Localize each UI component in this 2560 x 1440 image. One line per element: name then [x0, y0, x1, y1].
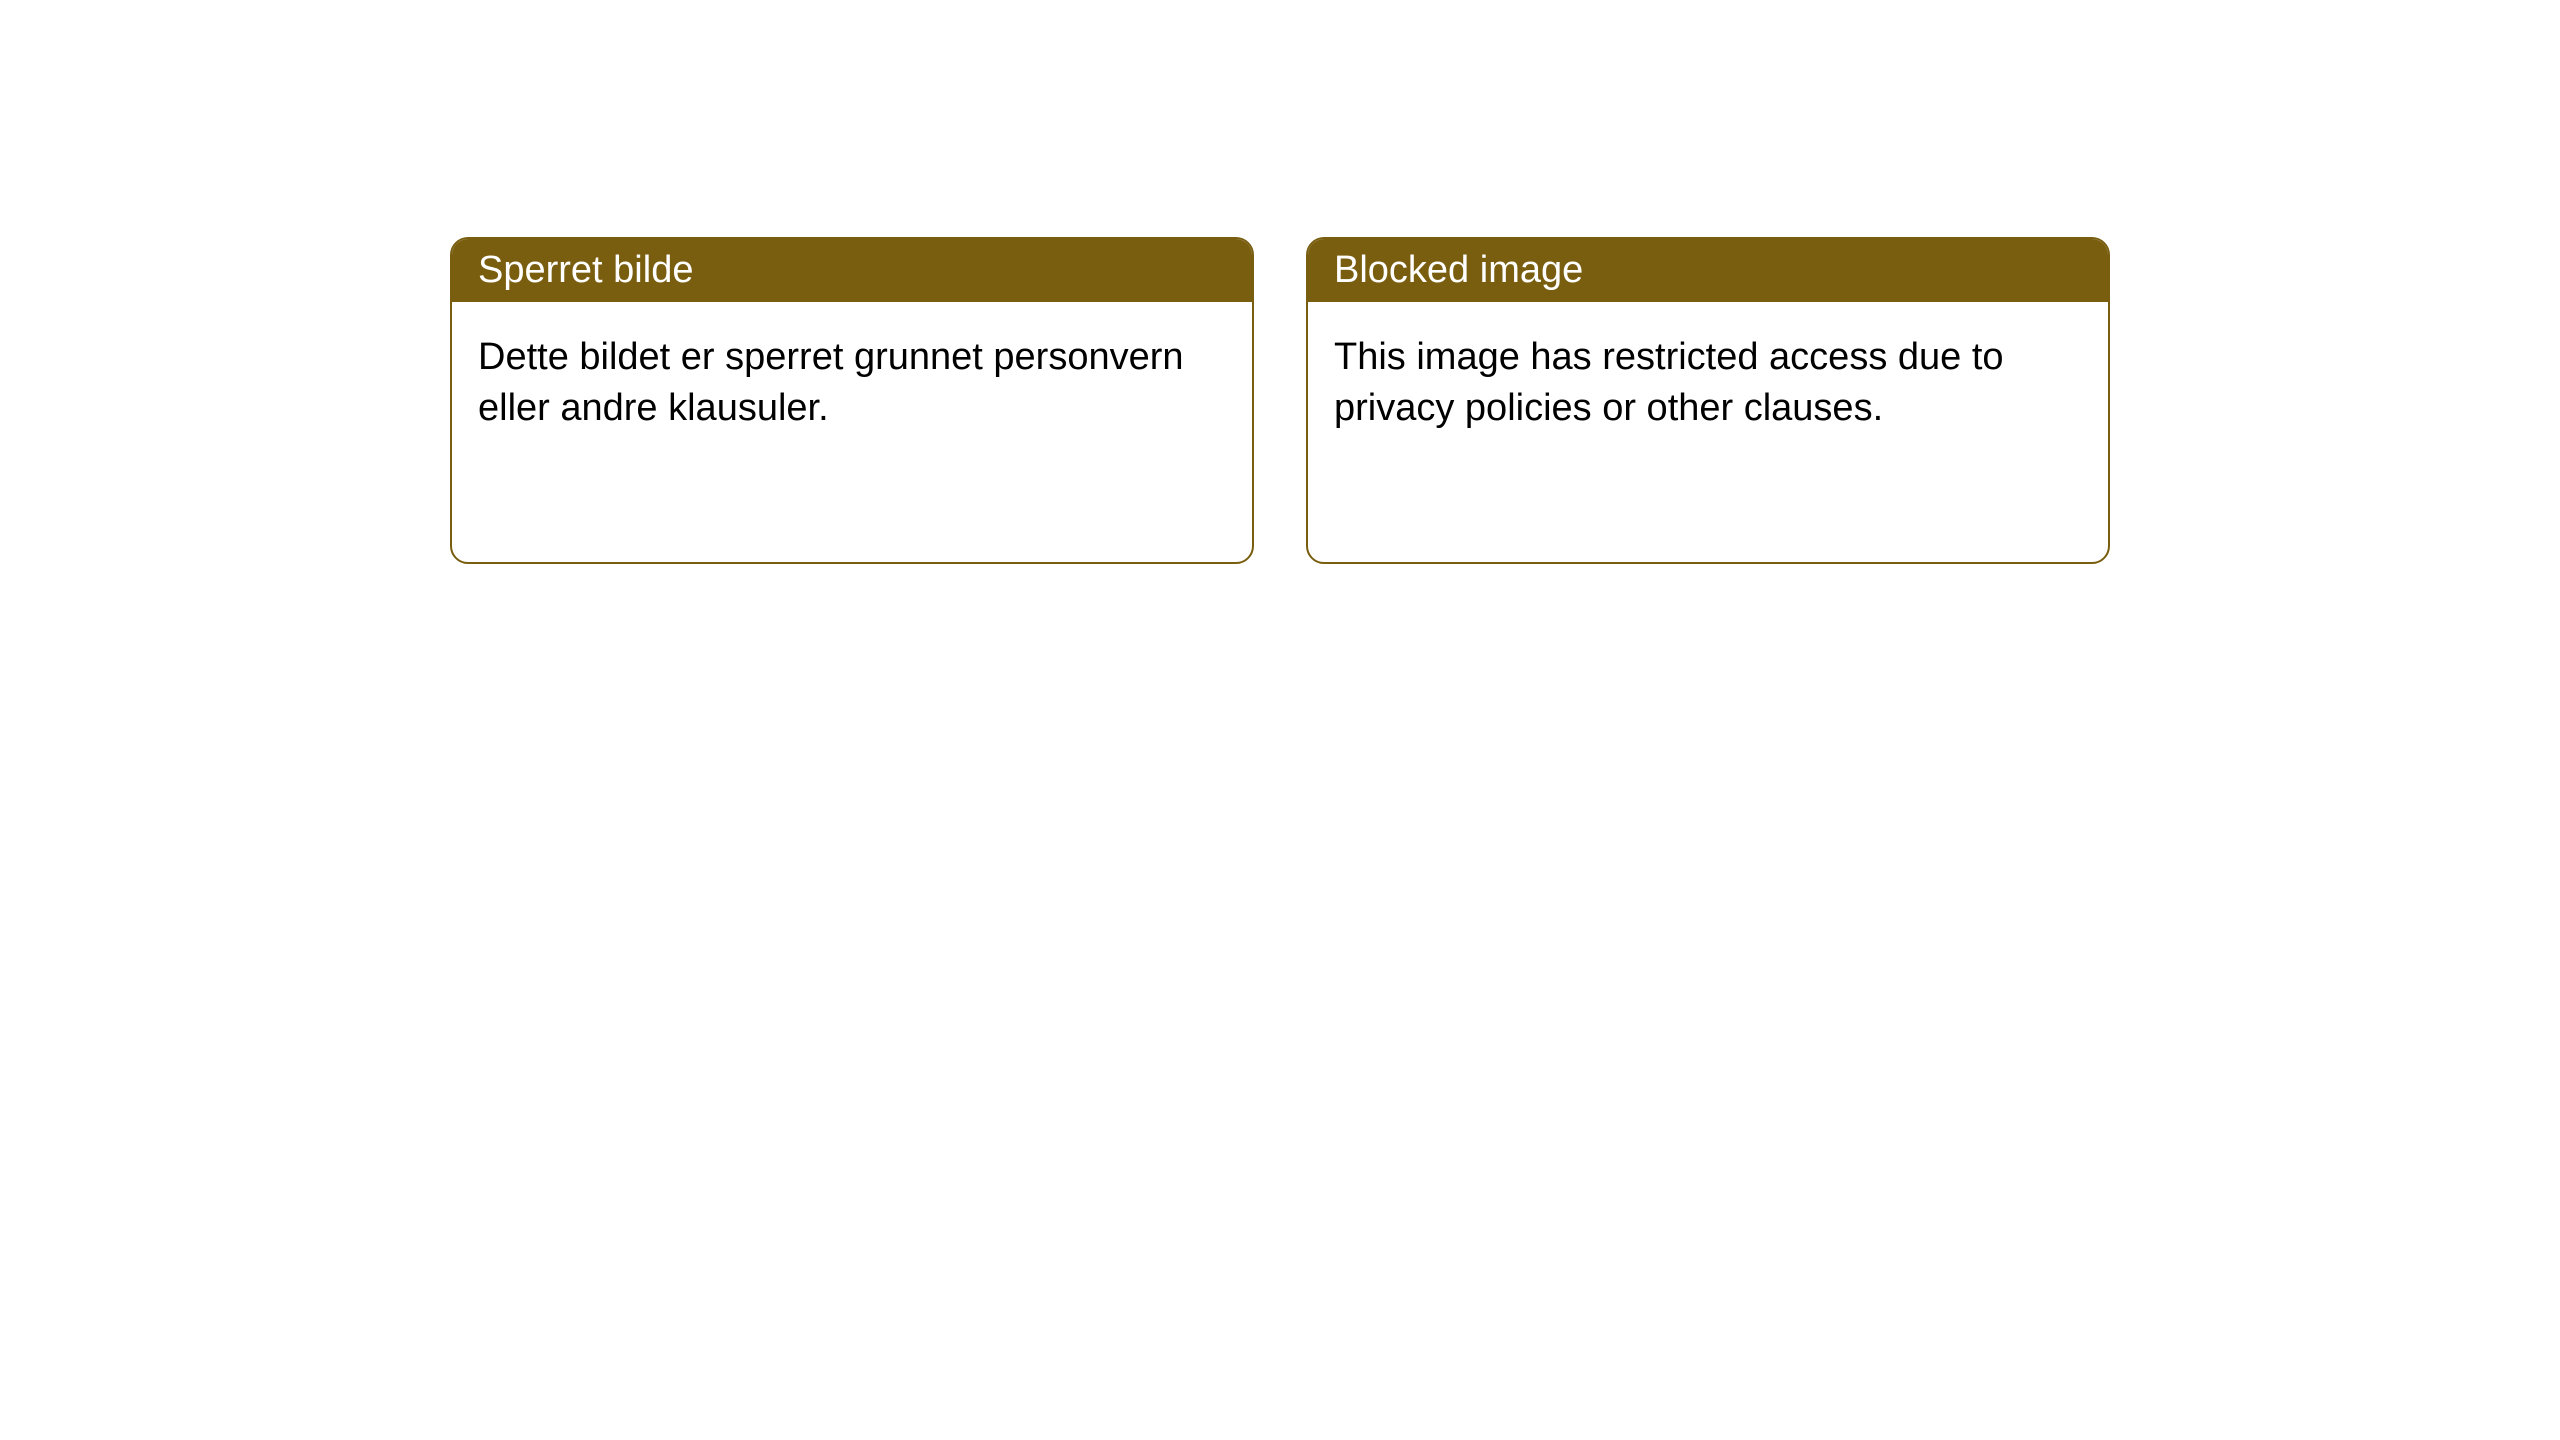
notice-header-norwegian: Sperret bilde: [452, 239, 1252, 302]
notice-title-english: Blocked image: [1334, 249, 1583, 291]
notice-container: Sperret bilde Dette bildet er sperret gr…: [450, 237, 2110, 564]
notice-title-norwegian: Sperret bilde: [478, 249, 693, 291]
notice-body-english: This image has restricted access due to …: [1308, 302, 2108, 562]
notice-box-norwegian: Sperret bilde Dette bildet er sperret gr…: [450, 237, 1254, 564]
notice-text-norwegian: Dette bildet er sperret grunnet personve…: [478, 336, 1184, 429]
notice-body-norwegian: Dette bildet er sperret grunnet personve…: [452, 302, 1252, 562]
notice-box-english: Blocked image This image has restricted …: [1306, 237, 2110, 564]
notice-header-english: Blocked image: [1308, 239, 2108, 302]
notice-text-english: This image has restricted access due to …: [1334, 336, 2004, 429]
